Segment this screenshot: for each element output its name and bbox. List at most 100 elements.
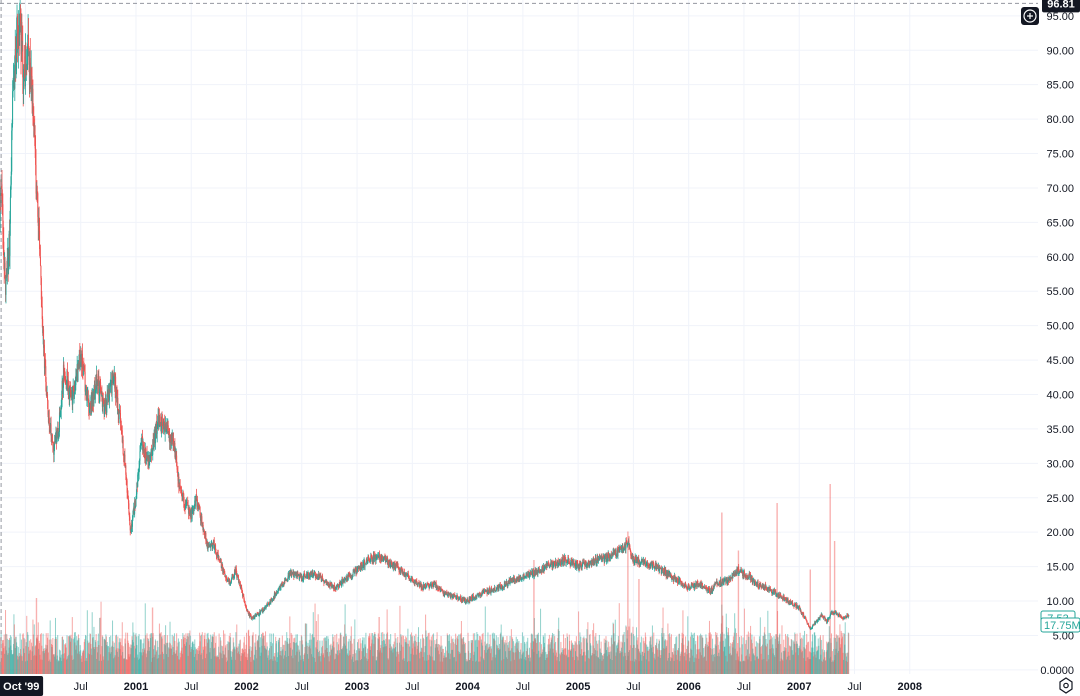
volume-bar [737,550,740,674]
candle-body [330,582,332,585]
volume-bar [710,634,712,674]
candle-body [45,381,47,392]
candle-body [128,513,130,517]
candle-body [446,592,448,595]
candle-body [33,118,35,137]
candle-body [620,548,622,550]
candle-body [425,584,427,588]
candle-body [564,558,566,560]
volume-bar [750,625,752,674]
candle-body [227,578,229,582]
candle-body [560,559,562,565]
candle-body [17,49,19,52]
volume-bar [311,633,313,674]
candle-body [25,65,27,75]
candle-body [563,558,565,561]
candle-body [474,598,476,600]
candle-body [339,582,341,584]
candle-body [205,532,207,541]
candle-body [64,375,66,379]
candle-body [447,594,449,596]
candle-body [458,598,460,600]
candle-body [161,419,163,430]
candle-body [208,545,210,547]
volume-bar [638,579,640,674]
candle-body [539,571,541,573]
candle-body [464,598,466,603]
volume-bar [432,634,434,674]
volume-bar [387,632,389,674]
candle-body [432,586,434,588]
volume-bar [137,636,139,674]
candle-body [491,590,493,592]
candle-body [132,509,134,515]
candle-body [130,529,132,533]
candle-body [184,505,186,508]
candle-body [216,555,218,557]
candle-body [47,394,49,401]
volume-bar [502,637,504,674]
candle-body [591,560,593,565]
candle-body [406,574,408,576]
volume-bar [307,642,309,674]
candle-body [336,586,338,589]
candle-body [500,587,502,589]
candle-body [555,563,557,566]
candle-body [118,411,120,420]
volume-bar [378,617,380,674]
volume-bar [742,637,744,674]
candle-body [257,613,259,616]
candle-body [521,578,523,580]
candle-body [471,596,473,600]
candle-body [50,424,52,437]
candle-body [571,560,573,562]
candle-body [111,378,113,394]
candle-body [247,610,249,612]
candle-body [378,554,380,558]
volume-bar [716,632,718,674]
candle-body [332,585,334,588]
candle-body [532,572,534,576]
candle-body [601,555,603,560]
candle-body [385,557,387,562]
candle-body [341,581,343,586]
candle-body [472,595,474,600]
volume-bar [271,633,273,674]
candle-body [65,380,67,382]
candle-body [427,583,429,585]
volume-bar [533,560,535,674]
candle-body [503,584,505,588]
volume-bar [125,632,127,674]
candle-body [87,390,89,400]
volume-bar [402,635,404,674]
candle-body [397,564,399,567]
candle-body [590,562,592,564]
candle-body [69,391,71,399]
candle-body [345,579,347,581]
candle-body [627,542,629,544]
candle-body [505,583,507,585]
candle-body [230,583,232,585]
candle-body [566,561,568,563]
candle-body [286,579,288,582]
volume-bar [474,640,476,674]
candle-body [648,566,650,568]
candle-body [653,563,655,568]
candle-body [193,508,195,511]
candle-body [16,33,18,60]
volume-bar [290,632,292,674]
candle-body [506,585,508,587]
candle-body [651,562,653,568]
candle-body [587,564,589,566]
candle-body [113,377,115,382]
candle-body [459,597,461,599]
candle-body [369,560,371,563]
candle-body [122,439,124,455]
volume-bar [786,636,788,674]
candle-body [302,579,304,581]
candle-body [411,577,413,580]
volume-bar [766,646,768,674]
volume-bar [269,633,271,674]
candle-body [488,591,490,593]
